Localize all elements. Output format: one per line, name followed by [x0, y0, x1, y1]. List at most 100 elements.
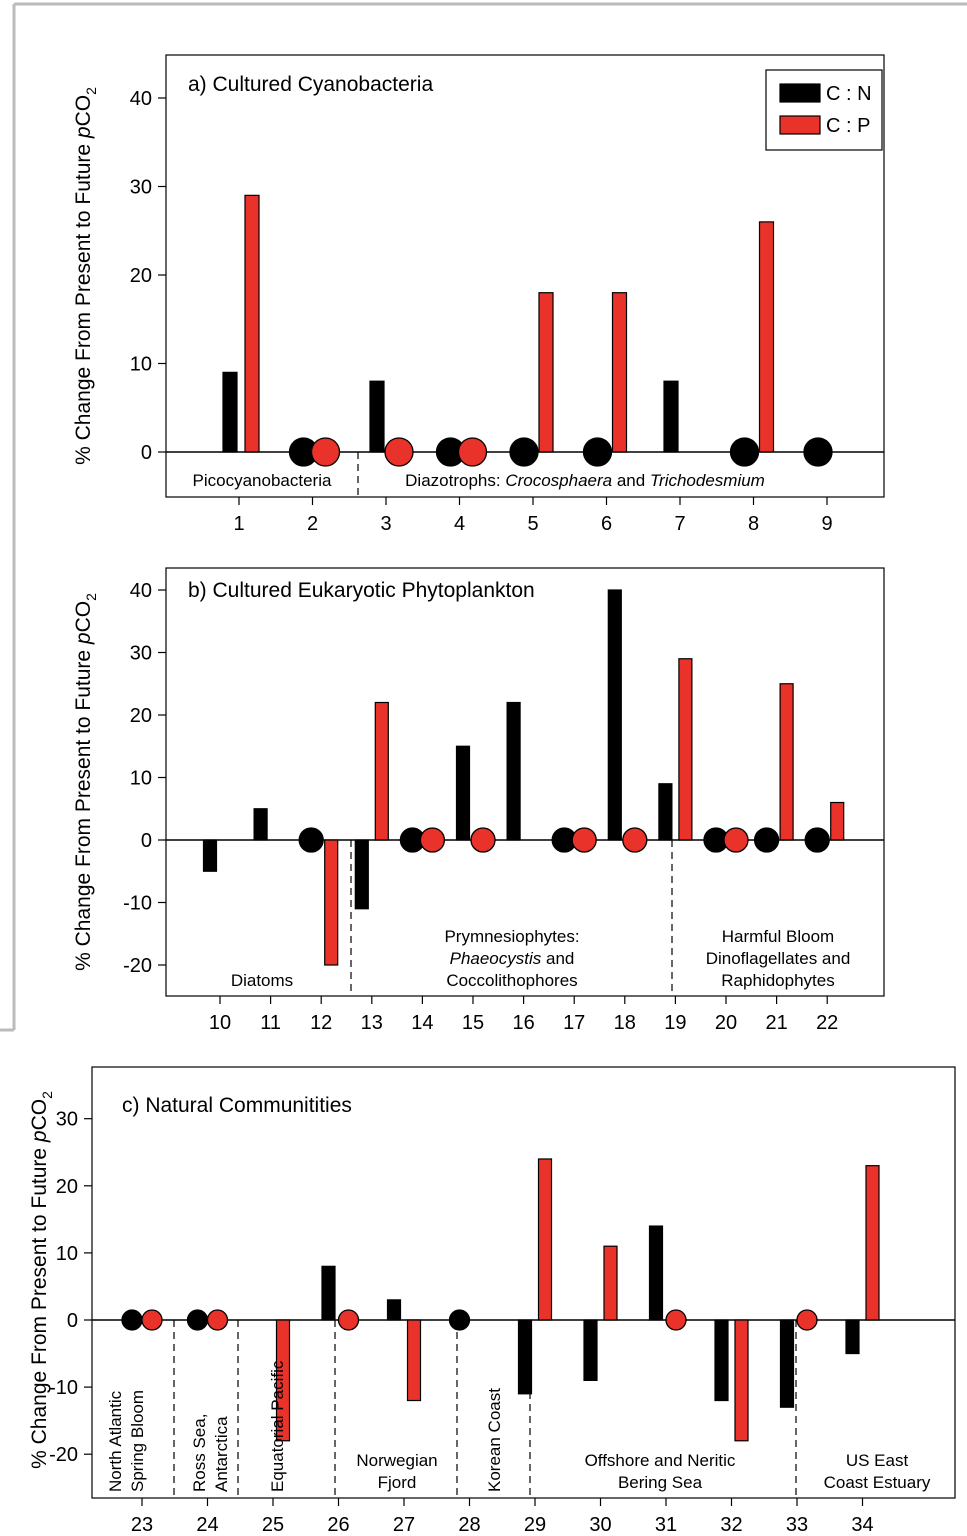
x-tick-label: 24 — [196, 1514, 218, 1536]
x-tick-label: 31 — [655, 1514, 677, 1536]
cp-dot-31 — [665, 1309, 687, 1331]
cp-bar-13 — [374, 701, 389, 841]
y-tick-label: -20 — [123, 955, 152, 977]
legend-box — [765, 69, 883, 151]
x-tick-label: 12 — [310, 1012, 332, 1034]
cn-legend-label: C : N — [826, 83, 872, 105]
y-tick-label: -20 — [49, 1444, 78, 1466]
y-tick-label: 20 — [56, 1176, 78, 1198]
cp-legend-label: C : P — [826, 115, 870, 137]
x-tick-label: 17 — [563, 1012, 585, 1034]
cn-bar-16 — [506, 701, 521, 841]
x-tick-label: 9 — [821, 513, 832, 535]
x-tick-label: 29 — [524, 1514, 546, 1536]
cn-dot-24 — [186, 1309, 209, 1331]
cn-dot-22 — [804, 827, 830, 853]
y-tick-label: 30 — [130, 643, 152, 665]
cp-bar-8 — [758, 221, 775, 453]
cn-bar-1 — [222, 371, 238, 453]
cp-dot-15 — [470, 827, 496, 853]
cn-bar-30 — [583, 1319, 598, 1381]
x-tick-label: 11 — [260, 1012, 281, 1034]
cp-bar-6 — [611, 292, 628, 453]
y-tick-label: 30 — [56, 1109, 78, 1131]
cp-dot-2 — [310, 437, 341, 467]
legend: C : N C : P — [765, 69, 883, 151]
x-tick-label: 18 — [614, 1012, 636, 1034]
x-tick-label: 32 — [720, 1514, 742, 1536]
cp-dot-18 — [622, 827, 648, 853]
cp-dot-24 — [206, 1309, 229, 1331]
y-tick-label: 20 — [130, 265, 152, 287]
cn-bar-34 — [845, 1319, 860, 1355]
cn-dot-12 — [298, 827, 324, 853]
group-label: North Atlantic Spring Bloom — [106, 1390, 147, 1492]
cn-dot-23 — [121, 1309, 143, 1331]
y-axis-label: % Change From Present to Future pCO2 — [28, 1091, 55, 1469]
x-tick-label: 27 — [393, 1514, 415, 1536]
plot-frame — [91, 1066, 956, 1499]
x-tick-label: 3 — [380, 513, 391, 535]
cn-bar-3 — [369, 380, 385, 453]
cn-bar-32 — [714, 1319, 729, 1402]
y-axis-label: % Change From Present to Future pCO2 — [72, 87, 99, 465]
cn-dot-9 — [803, 437, 833, 467]
cp-bar-21 — [779, 683, 794, 841]
cp-dot-33 — [796, 1309, 818, 1331]
x-tick-label: 2 — [307, 513, 318, 535]
group-label: Offshore and Neritic Bering Sea — [585, 1451, 736, 1492]
cp-bar-27 — [406, 1319, 422, 1402]
y-tick-label: 30 — [130, 177, 152, 199]
cp-dot-20 — [723, 827, 749, 853]
cn-bar-7 — [663, 380, 679, 453]
cn-bar-27 — [386, 1299, 402, 1321]
y-tick-label: 0 — [67, 1310, 78, 1332]
panel-title: a) Cultured Cyanobacteria — [188, 73, 433, 96]
x-tick-label: 14 — [411, 1012, 433, 1034]
y-tick-label: 10 — [130, 768, 152, 790]
x-tick-label: 23 — [131, 1514, 153, 1536]
cp-bar-30 — [603, 1245, 618, 1321]
y-tick-label: 40 — [130, 88, 152, 110]
cn-legend-swatch — [779, 83, 821, 103]
x-tick-label: 13 — [361, 1012, 383, 1034]
cp-legend-swatch — [779, 115, 821, 135]
cn-dot-6 — [582, 437, 613, 467]
y-tick-label: 10 — [130, 354, 152, 376]
x-tick-label: 22 — [816, 1012, 838, 1034]
y-tick-label: 0 — [141, 830, 152, 852]
cp-bar-1 — [244, 194, 260, 453]
x-tick-label: 16 — [512, 1012, 534, 1034]
panel-a: 0 10 20 30 40 1 2 3 4 5 6 7 8 9 a) Cultured Cyanobacte… — [72, 54, 885, 535]
cp-dot-3 — [384, 437, 414, 467]
cp-bar-12 — [324, 839, 339, 966]
cp-dot-23 — [141, 1309, 163, 1331]
cp-dot-14 — [419, 827, 446, 853]
group-label: Diazotrophs: Crocosphaera and Trichodesm… — [405, 471, 765, 490]
cn-bar-11 — [253, 808, 268, 841]
cp-bar-32 — [734, 1319, 749, 1442]
cp-bar-19 — [678, 658, 693, 841]
x-tick-label: 6 — [601, 513, 612, 535]
cp-dot-17 — [571, 827, 597, 853]
y-tick-label: 20 — [130, 705, 152, 727]
cp-bar-5 — [538, 292, 554, 453]
group-label: Equatorial Pacific — [268, 1360, 287, 1492]
group-label: Norwegian Fjord — [356, 1451, 437, 1492]
y-tick-label: 0 — [141, 442, 152, 464]
group-label: US East Coast Estuary — [824, 1451, 931, 1492]
x-tick-label: 7 — [674, 513, 685, 535]
x-tick-label: 20 — [715, 1012, 737, 1034]
cn-dot-28 — [448, 1309, 471, 1331]
cn-bar-26 — [321, 1265, 336, 1321]
plot-frame — [165, 567, 885, 997]
group-label: Harmful Bloom Dinoflagellates and Raphidop… — [706, 927, 851, 990]
cp-bar-34 — [865, 1165, 880, 1321]
x-tick-label: 26 — [327, 1514, 349, 1536]
group-label: Picocyanobacteria — [193, 471, 332, 490]
group-label: Korean Coast — [485, 1388, 504, 1492]
cp-bar-29 — [537, 1158, 553, 1321]
x-tick-label: 25 — [262, 1514, 284, 1536]
x-tick-label: 8 — [748, 513, 759, 535]
x-tick-label: 28 — [458, 1514, 480, 1536]
